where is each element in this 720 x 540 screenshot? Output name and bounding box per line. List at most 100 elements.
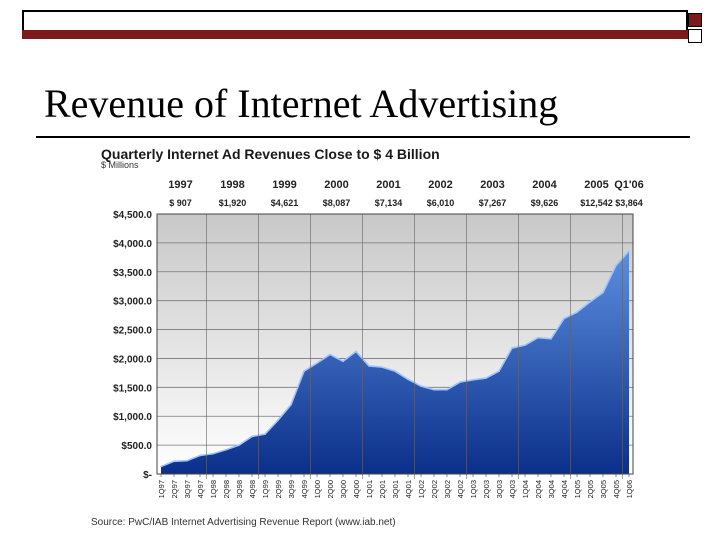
x-tick-label: 4Q97 (196, 480, 205, 498)
data-point (368, 365, 370, 367)
year-label: 2003 (480, 179, 504, 191)
annual-total: $9,626 (531, 198, 559, 208)
x-tick-label: 1Q97 (157, 480, 166, 498)
x-tick-label: 2Q98 (222, 480, 231, 498)
data-point (433, 388, 435, 391)
x-tick-label: 2Q03 (482, 480, 491, 498)
year-label: 2004 (532, 179, 557, 191)
year-label: Q1'06 (614, 179, 644, 191)
title-underline (36, 136, 690, 138)
annual-total: $12,542 (580, 198, 613, 208)
x-tick-label: 3Q00 (339, 480, 348, 498)
y-tick-label: $500.0 (121, 441, 152, 452)
y-tick-label: $- (143, 470, 152, 481)
year-label: 1997 (168, 179, 192, 191)
data-point (394, 370, 396, 372)
revenue-area (161, 250, 629, 474)
annual-total: $6,010 (427, 198, 455, 208)
x-tick-label: 2Q99 (274, 480, 283, 498)
year-label: 2000 (324, 179, 348, 191)
data-point (511, 347, 513, 349)
y-tick-label: $3,000.0 (113, 297, 152, 308)
data-point (381, 366, 383, 368)
data-point (615, 264, 617, 267)
x-tick-label: 1Q04 (521, 480, 530, 498)
data-point (589, 301, 591, 303)
year-label: 1998 (220, 179, 244, 191)
x-tick-label: 3Q05 (599, 480, 608, 498)
data-point (563, 317, 565, 320)
annual-total: $3,864 (615, 198, 643, 208)
x-tick-label: 2Q02 (430, 480, 439, 498)
x-tick-label: 4Q04 (560, 480, 569, 498)
data-point (537, 336, 539, 339)
x-tick-label: 1Q03 (469, 480, 478, 498)
annual-total: $1,920 (219, 198, 247, 208)
data-point (472, 379, 474, 381)
y-tick-label: $1,500.0 (113, 383, 152, 394)
data-point (277, 419, 279, 422)
x-tick-label: 2Q97 (170, 480, 179, 498)
y-tick-label: $2,500.0 (113, 326, 152, 337)
plot-frame (156, 213, 634, 475)
data-point (628, 250, 630, 252)
x-tick-label: 3Q02 (443, 480, 452, 498)
data-point (355, 350, 357, 353)
data-point (238, 444, 240, 446)
x-tick-label: 2Q05 (586, 480, 595, 498)
annual-total: $8,087 (323, 198, 351, 208)
y-tick-label: $1,000.0 (113, 412, 152, 423)
x-tick-label: 1Q00 (313, 480, 322, 498)
year-label: 2005 (584, 179, 608, 191)
chart-subtitle: $ Millions (101, 160, 139, 170)
data-point (420, 385, 422, 387)
x-tick-label: 4Q05 (612, 480, 621, 498)
year-label: 2002 (428, 179, 452, 191)
data-point (160, 465, 162, 468)
x-tick-label: 3Q99 (287, 480, 296, 498)
x-tick-label: 3Q01 (391, 480, 400, 498)
x-tick-label: 1Q06 (625, 480, 634, 498)
y-tick-label: $4,500.0 (113, 210, 152, 221)
x-tick-label: 4Q00 (352, 480, 361, 498)
data-point (290, 403, 292, 406)
x-tick-label: 1Q01 (365, 480, 374, 498)
data-point (212, 452, 214, 455)
accent-square-icon (688, 13, 702, 27)
y-tick-label: $3,500.0 (113, 268, 152, 279)
x-tick-label: 2Q01 (378, 480, 387, 498)
y-tick-label: $4,000.0 (113, 239, 152, 250)
data-point (173, 460, 175, 463)
data-point (329, 353, 331, 356)
data-point (303, 370, 305, 372)
x-tick-label: 3Q97 (183, 480, 192, 498)
x-tick-label: 3Q04 (547, 480, 556, 498)
year-label: 2001 (376, 179, 400, 191)
data-point (251, 435, 253, 438)
data-point (199, 454, 201, 457)
x-tick-label: 4Q98 (248, 480, 257, 498)
x-tick-label: 3Q03 (495, 480, 504, 498)
x-tick-label: 1Q05 (573, 480, 582, 498)
data-point (446, 388, 448, 391)
data-point (485, 377, 487, 379)
data-point (342, 360, 344, 363)
x-tick-label: 2Q04 (534, 480, 543, 498)
x-tick-label: 4Q99 (300, 480, 309, 498)
outline-square-icon (688, 29, 702, 43)
data-point (459, 381, 461, 383)
data-point (264, 433, 266, 435)
year-label: 1999 (272, 179, 296, 191)
data-point (225, 448, 227, 451)
data-point (602, 291, 604, 294)
y-tick-label: $2,000.0 (113, 354, 152, 365)
x-tick-label: 1Q99 (261, 480, 270, 498)
annual-total: $4,621 (271, 198, 299, 208)
data-point (316, 362, 318, 364)
x-tick-label: 1Q98 (209, 480, 218, 498)
annual-total: $7,267 (479, 198, 507, 208)
data-point (186, 459, 188, 462)
annual-total: $ 907 (169, 198, 192, 208)
data-point (498, 370, 500, 372)
